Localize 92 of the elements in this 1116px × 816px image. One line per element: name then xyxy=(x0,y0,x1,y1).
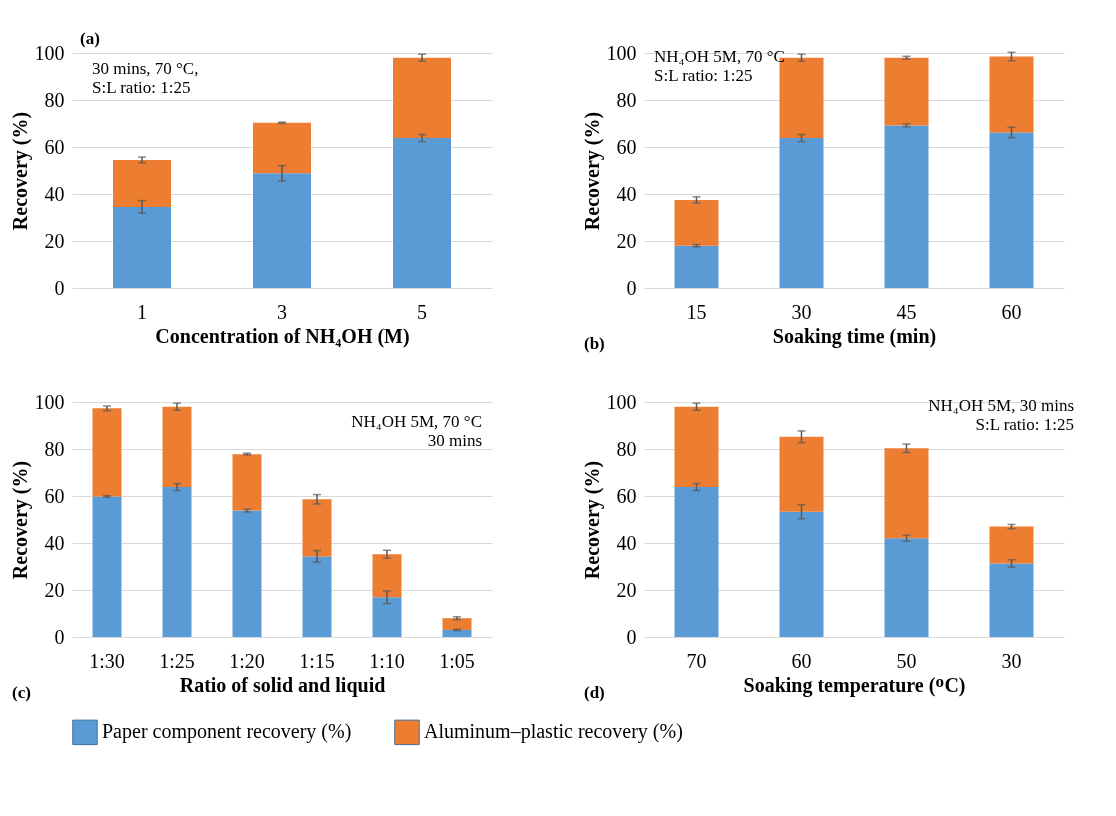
x-tick-label: 3 xyxy=(277,300,287,323)
bar xyxy=(92,496,122,637)
y-tick-label: 0 xyxy=(54,625,65,648)
x-tick-label: 1 xyxy=(137,300,147,323)
annotation: 30 mins, 70 °C, S:L ratio: 1:25 xyxy=(92,59,199,97)
y-tick-label: 100 xyxy=(606,390,637,413)
bar xyxy=(232,510,262,637)
x-tick-label: 45 xyxy=(896,300,917,323)
x-tick-label: 60 xyxy=(1001,300,1022,323)
bar xyxy=(779,138,824,288)
y-axis-title: Recovery (%) xyxy=(580,111,604,231)
annotation: NH₄OH 5M, 30 mins S:L ratio: 1:25 xyxy=(928,396,1074,434)
x-tick-label: 60 xyxy=(791,649,812,672)
bar xyxy=(674,199,719,246)
bar xyxy=(779,436,824,512)
y-tick-label: 40 xyxy=(616,182,637,205)
bar xyxy=(253,173,311,288)
bar xyxy=(442,618,472,630)
y-tick-label: 60 xyxy=(616,484,637,507)
legend-label: Paper component recovery (%) xyxy=(102,720,352,744)
bar xyxy=(884,448,929,539)
text: (a) xyxy=(80,29,100,48)
y-tick-label: 80 xyxy=(616,437,637,460)
x-axis-title: Ratio of solid and liquid xyxy=(179,673,386,697)
y-tick-label: 20 xyxy=(616,229,637,252)
x-tick-label: 15 xyxy=(686,300,707,323)
y-tick-label: 60 xyxy=(616,135,637,158)
bar xyxy=(674,406,719,488)
bar xyxy=(162,487,192,637)
y-tick-label: 100 xyxy=(34,41,65,64)
bar xyxy=(232,454,262,511)
bar xyxy=(779,511,824,637)
y-axis-title: Recovery (%) xyxy=(8,111,32,231)
bar xyxy=(113,206,171,288)
text: (b) xyxy=(584,334,605,353)
x-axis-title: Soaking temperature (ᴼC) xyxy=(743,673,966,697)
bar xyxy=(989,526,1034,564)
y-tick-label: 0 xyxy=(626,625,637,648)
y-tick-label: 0 xyxy=(54,276,65,299)
bar xyxy=(162,406,192,488)
y-tick-label: 100 xyxy=(34,390,65,413)
y-tick-label: 20 xyxy=(44,578,65,601)
bar xyxy=(92,408,122,497)
y-tick-label: 40 xyxy=(44,531,65,554)
x-tick-label: 1:30 xyxy=(89,649,125,672)
bar xyxy=(113,159,171,207)
x-tick-label: 1:05 xyxy=(439,649,475,672)
x-axis-title: Concentration of NH₄OH (M) xyxy=(155,324,410,348)
y-axis-title: Recovery (%) xyxy=(8,460,32,580)
y-tick-label: 80 xyxy=(616,88,637,111)
bar xyxy=(989,56,1034,133)
bar xyxy=(674,245,719,288)
text: (d) xyxy=(584,683,605,702)
text: (c) xyxy=(12,683,31,702)
x-tick-label: 30 xyxy=(1001,649,1022,672)
bar xyxy=(884,57,929,126)
y-tick-label: 60 xyxy=(44,484,65,507)
legend-label: Aluminum–plastic recovery (%) xyxy=(424,720,683,744)
x-axis-title: Soaking time (min) xyxy=(772,324,937,348)
y-axis-title: Recovery (%) xyxy=(580,460,604,580)
x-tick-label: 1:20 xyxy=(229,649,265,672)
y-tick-label: 20 xyxy=(616,578,637,601)
y-tick-label: 20 xyxy=(44,229,65,252)
bar xyxy=(253,122,311,174)
y-tick-label: 80 xyxy=(44,88,65,111)
x-tick-label: 1:25 xyxy=(159,649,195,672)
bar xyxy=(989,132,1034,288)
bar xyxy=(302,556,332,637)
x-tick-label: 1:10 xyxy=(369,649,405,672)
bar xyxy=(393,138,451,288)
x-tick-label: 5 xyxy=(417,300,427,323)
x-tick-label: 70 xyxy=(686,649,707,672)
y-tick-label: 100 xyxy=(606,41,637,64)
bar xyxy=(884,538,929,637)
bar xyxy=(989,563,1034,637)
bar xyxy=(674,487,719,637)
annotation: NH₄OH 5M, 70 °C S:L ratio: 1:25 xyxy=(654,47,785,85)
bar xyxy=(393,57,451,139)
y-tick-label: 60 xyxy=(44,135,65,158)
y-tick-label: 0 xyxy=(626,276,637,299)
bar xyxy=(884,125,929,288)
x-tick-label: 50 xyxy=(896,649,917,672)
bar xyxy=(372,554,402,598)
bar xyxy=(372,597,402,637)
y-tick-label: 40 xyxy=(44,182,65,205)
annotation: NH₄OH 5M, 70 °C 30 mins xyxy=(351,412,482,450)
bar xyxy=(302,499,332,557)
y-tick-label: 80 xyxy=(44,437,65,460)
bar xyxy=(442,629,472,637)
x-tick-label: 1:15 xyxy=(299,649,335,672)
y-tick-label: 40 xyxy=(616,531,637,554)
x-tick-label: 30 xyxy=(791,300,812,323)
